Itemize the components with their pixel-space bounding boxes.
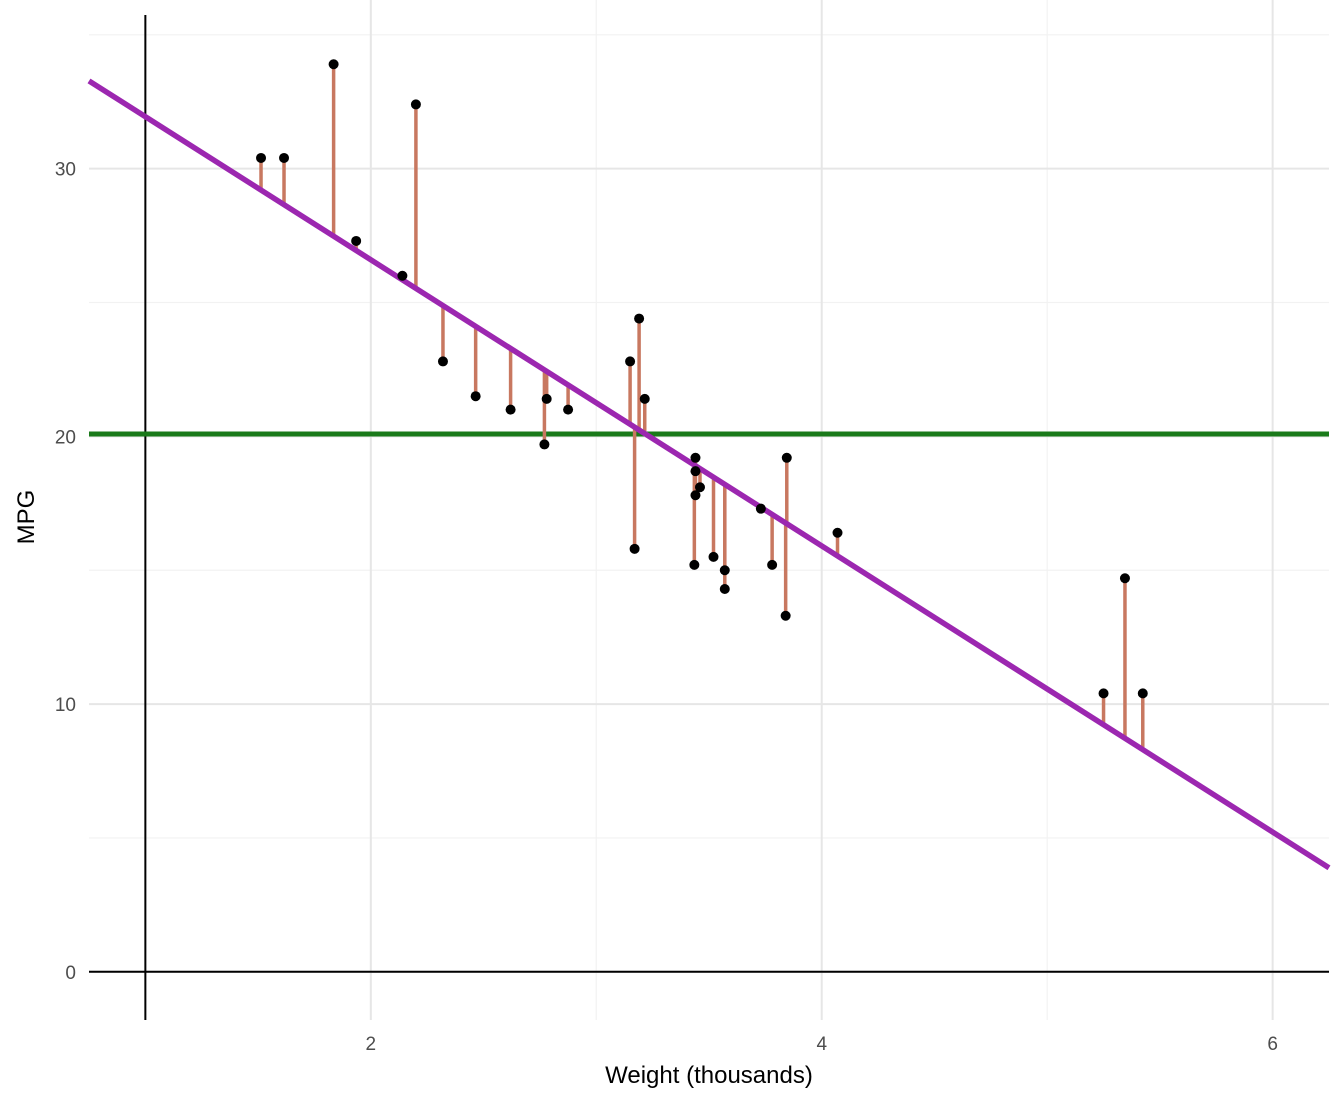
data-point — [639, 393, 650, 404]
regression-line — [87, 78, 1331, 871]
data-point — [1098, 688, 1109, 699]
data-point — [780, 610, 791, 621]
residual-segments — [259, 64, 1145, 750]
data-point — [755, 503, 766, 514]
data-point — [767, 559, 778, 570]
y-tick-label: 10 — [55, 695, 76, 716]
y-tick-labels: 0 10 20 30 — [55, 160, 76, 984]
data-point — [690, 490, 701, 501]
data-point — [625, 356, 636, 367]
data-point — [279, 152, 290, 163]
data-point — [694, 482, 705, 493]
regression-line-layer — [87, 78, 1331, 871]
data-point — [689, 559, 700, 570]
data-point — [539, 439, 550, 450]
data-point — [397, 270, 408, 281]
x-tick-label: 6 — [1267, 1034, 1278, 1055]
x-tick-labels: 2 4 6 — [366, 1034, 1278, 1055]
y-tick-label: 0 — [65, 963, 76, 984]
y-tick-label: 20 — [55, 427, 76, 448]
data-point — [719, 565, 730, 576]
minor-gridlines — [89, 0, 1329, 1020]
data-point — [505, 404, 516, 415]
data-point — [256, 152, 267, 163]
data-point — [690, 466, 701, 477]
major-gridlines — [89, 0, 1329, 1020]
x-tick-label: 4 — [816, 1034, 827, 1055]
reference-axes — [89, 15, 1329, 1020]
data-points — [256, 59, 1148, 699]
data-point — [781, 452, 792, 463]
x-tick-label: 2 — [366, 1034, 377, 1055]
x-axis-title: Weight (thousands) — [605, 1062, 813, 1089]
data-point — [690, 452, 701, 463]
data-point — [470, 391, 481, 402]
data-point — [563, 404, 574, 415]
data-point — [541, 393, 552, 404]
y-axis-title: MPG — [13, 490, 40, 545]
data-point — [708, 551, 719, 562]
data-point — [328, 59, 339, 70]
data-point — [629, 543, 640, 554]
data-point — [410, 99, 421, 110]
data-point — [437, 356, 448, 367]
data-point — [351, 235, 362, 246]
data-point — [719, 583, 730, 594]
y-tick-label: 30 — [55, 160, 76, 181]
data-point — [1119, 573, 1130, 584]
data-point — [1137, 688, 1148, 699]
data-point — [634, 313, 645, 324]
data-point — [832, 527, 843, 538]
